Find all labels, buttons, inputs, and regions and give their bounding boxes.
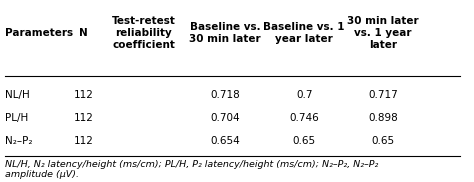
- Text: 0.746: 0.746: [289, 113, 319, 123]
- Text: 0.718: 0.718: [210, 90, 240, 100]
- Text: 30 min later
vs. 1 year
later: 30 min later vs. 1 year later: [347, 16, 419, 50]
- Text: 0.898: 0.898: [368, 113, 398, 123]
- Text: 0.65: 0.65: [292, 136, 316, 146]
- Text: NL/H: NL/H: [5, 90, 29, 100]
- Text: 0.65: 0.65: [372, 136, 395, 146]
- Text: 0.654: 0.654: [210, 136, 240, 146]
- Text: 0.717: 0.717: [368, 90, 398, 100]
- Text: Parameters: Parameters: [5, 28, 73, 38]
- Text: Baseline vs.
30 min later: Baseline vs. 30 min later: [190, 22, 261, 44]
- Text: N₂–P₂: N₂–P₂: [5, 136, 32, 146]
- Text: PL/H: PL/H: [5, 113, 28, 123]
- Text: Baseline vs. 1
year later: Baseline vs. 1 year later: [264, 22, 345, 44]
- Text: N: N: [79, 28, 88, 38]
- Text: 112: 112: [73, 136, 93, 146]
- Text: 0.7: 0.7: [296, 90, 312, 100]
- Text: 0.704: 0.704: [210, 113, 240, 123]
- Text: Test-retest
reliability
coefficient: Test-retest reliability coefficient: [112, 16, 176, 50]
- Text: 112: 112: [73, 90, 93, 100]
- Text: NL/H, N₂ latency/height (ms/cm); PL/H, P₂ latency/height (ms/cm); N₂–P₂, N₂–P₂
a: NL/H, N₂ latency/height (ms/cm); PL/H, P…: [5, 160, 378, 179]
- Text: 112: 112: [73, 113, 93, 123]
